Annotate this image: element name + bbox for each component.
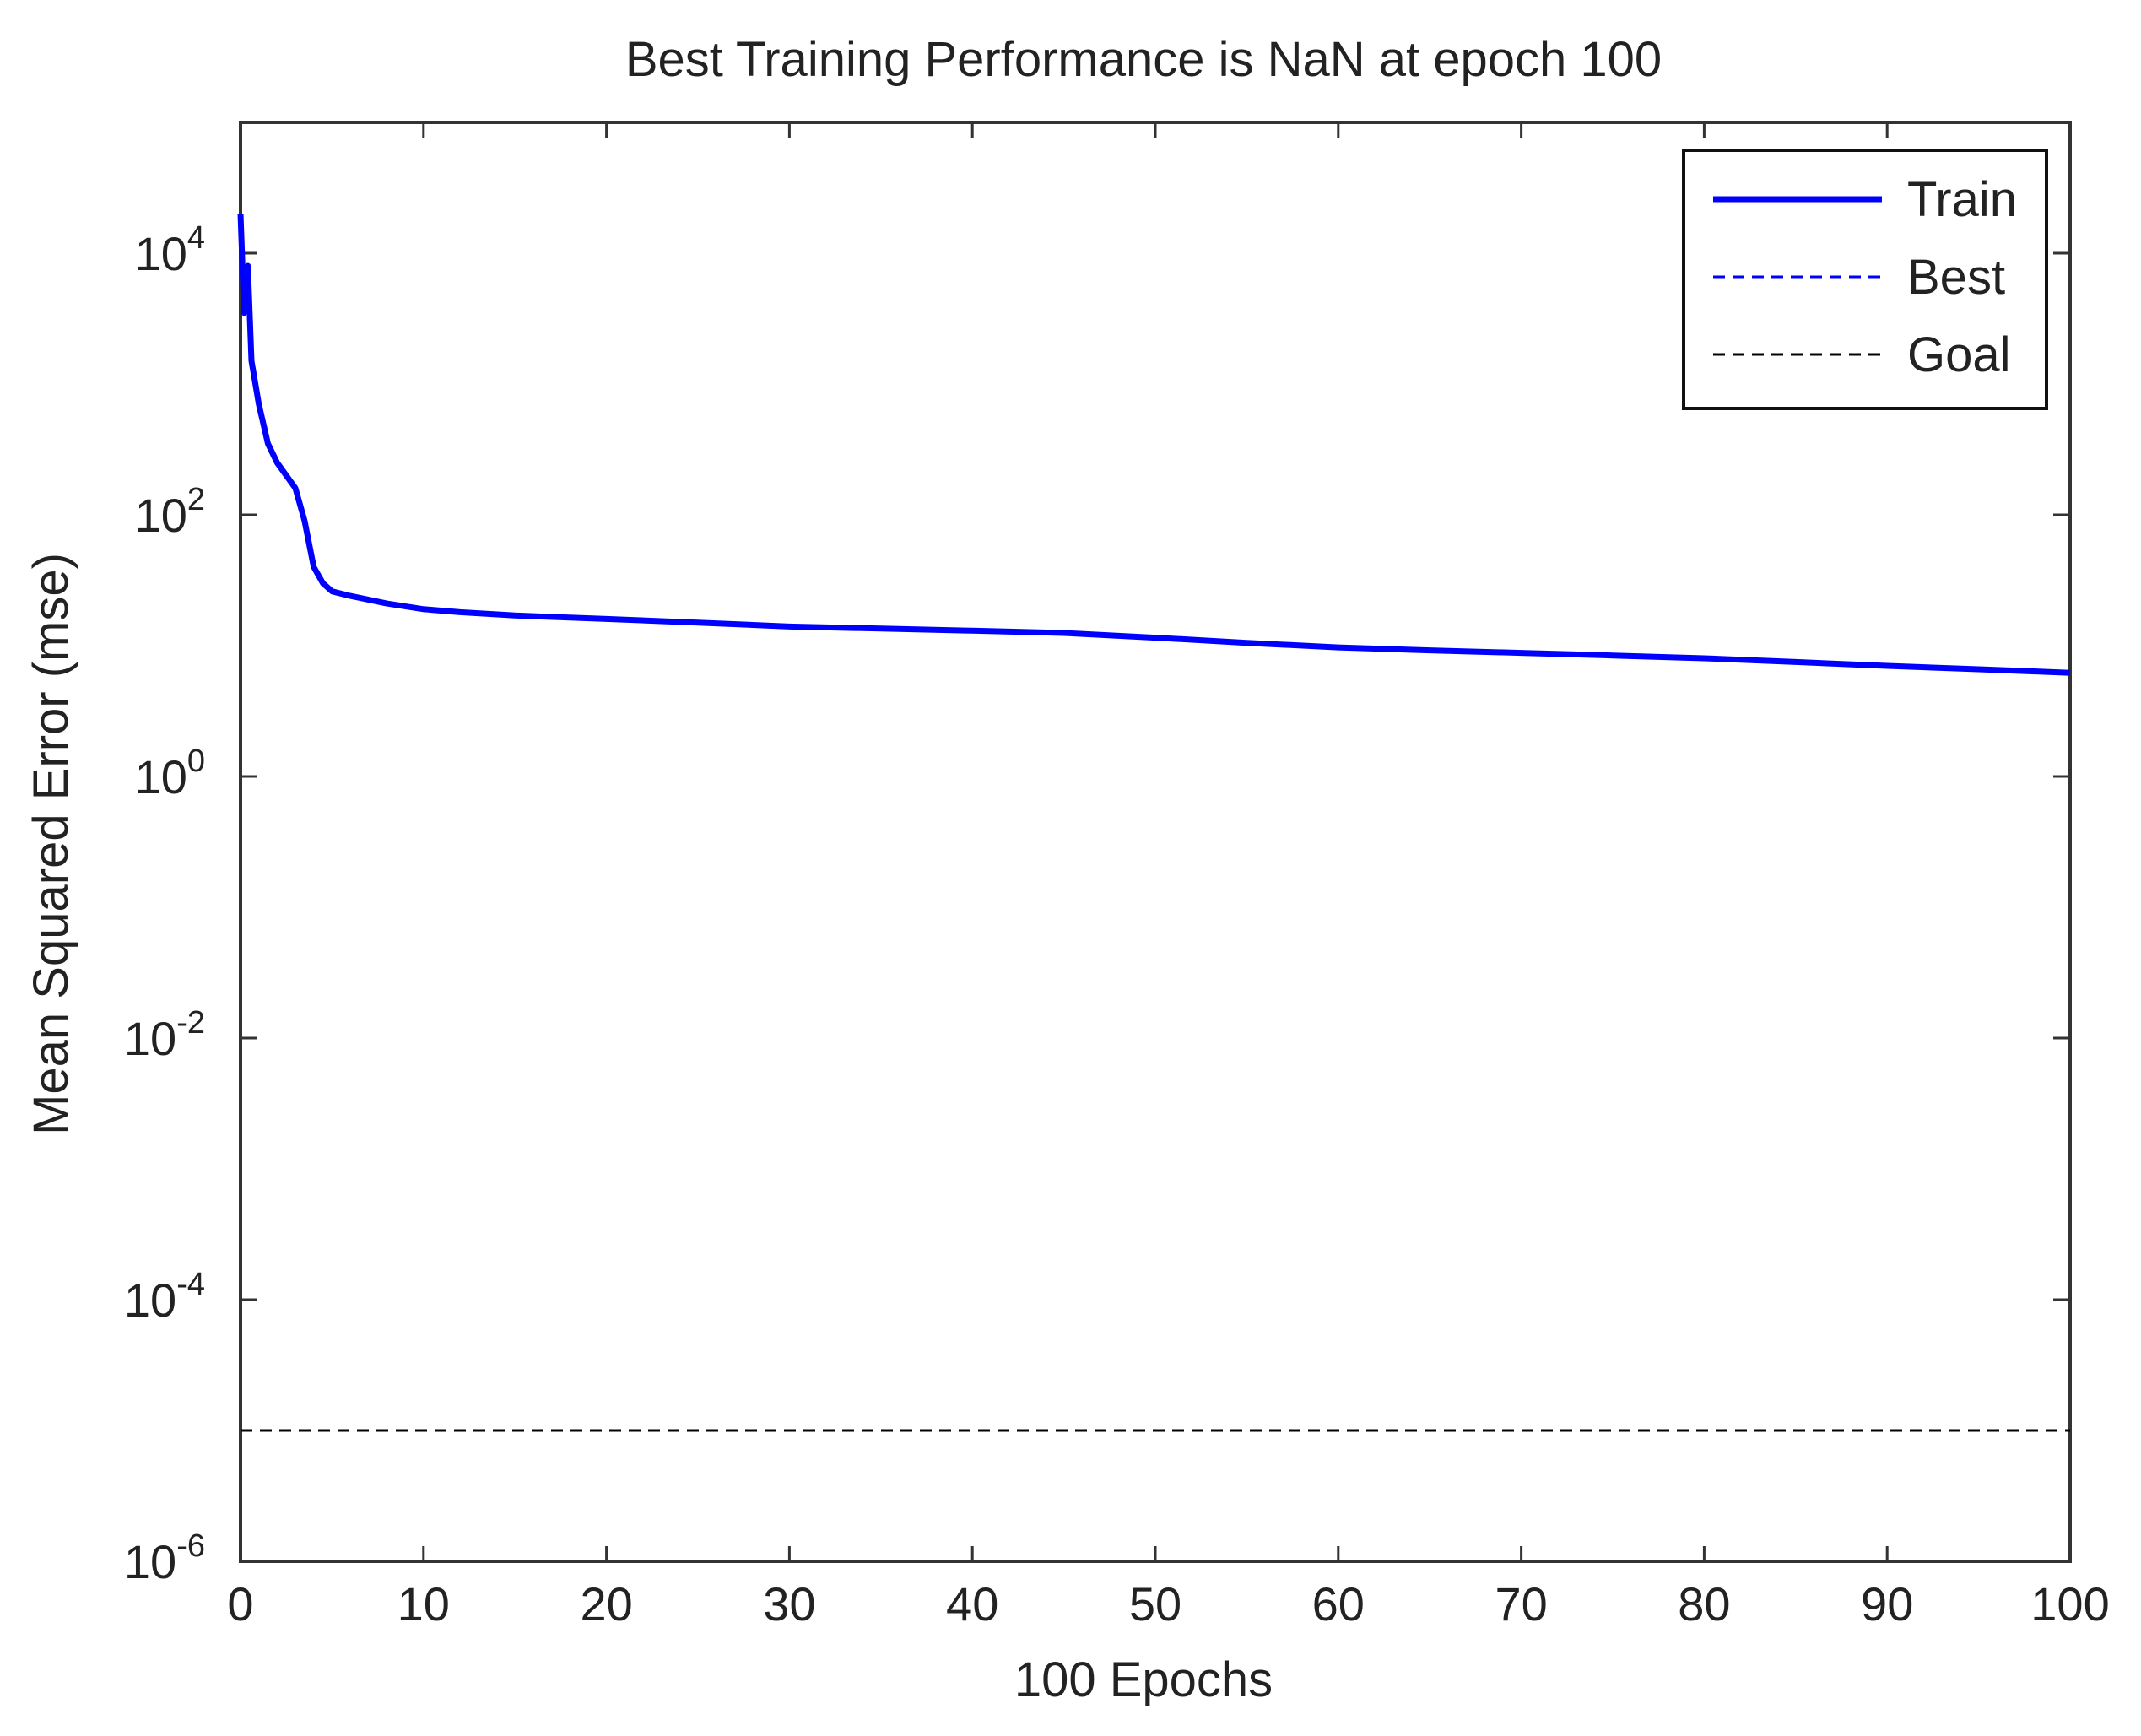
chart-title: Best Training Performance is NaN at epoc…: [625, 32, 1662, 87]
y-tick-label: 10-4: [124, 1267, 205, 1327]
x-tick-label: 40: [946, 1577, 998, 1631]
x-axis-title: 100 Epochs: [1014, 1652, 1273, 1707]
y-tick-label: 104: [135, 220, 205, 280]
x-tick-label: 70: [1495, 1577, 1547, 1631]
y-tick-label: 10-2: [124, 1005, 205, 1065]
axis-ticks: 0 10 20 30 40 50 60 70 80 90 100 104 102 100 10-2 10-4 1…: [124, 122, 2110, 1631]
series-line-train: [237, 214, 2071, 676]
x-tick-label: 0: [227, 1577, 253, 1631]
x-tick-label: 20: [580, 1577, 632, 1631]
x-tick-label: 10: [397, 1577, 450, 1631]
x-tick-label: 100: [2030, 1577, 2109, 1631]
x-tick-label: 30: [763, 1577, 815, 1631]
y-tick-label: 10-6: [124, 1528, 205, 1588]
series-lines: [237, 214, 2071, 1432]
x-tick-label: 60: [1312, 1577, 1365, 1631]
y-tick-label: 102: [135, 482, 205, 542]
y-axis-title: Mean Squared Error (mse): [24, 553, 78, 1135]
legend-label-goal: Goal: [1907, 327, 2011, 382]
x-tick-label: 90: [1861, 1577, 1913, 1631]
y-tick-label: 100: [135, 744, 205, 803]
legend-label-train: Train: [1907, 172, 2017, 227]
x-tick-label: 50: [1129, 1577, 1181, 1631]
legend-label-best: Best: [1907, 250, 2005, 305]
legend-box: [1682, 149, 2048, 410]
x-tick-label: 80: [1678, 1577, 1730, 1631]
legend: Train Best Goal: [1682, 149, 2048, 410]
